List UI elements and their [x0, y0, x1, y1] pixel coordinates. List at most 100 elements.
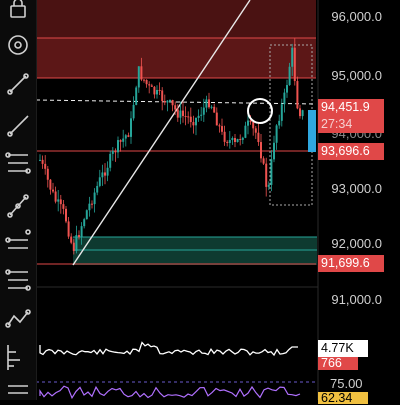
candle-body: [83, 219, 86, 227]
drawing-toolbar: [0, 0, 37, 400]
candle-body: [182, 110, 184, 116]
candle-body: [221, 126, 223, 132]
candle-body: [189, 116, 192, 123]
target-icon[interactable]: [8, 35, 28, 55]
candles: [39, 38, 304, 255]
lock-icon[interactable]: [10, 0, 26, 18]
candle-body: [202, 107, 205, 115]
oscillator-line[interactable]: [39, 385, 301, 400]
candle-body: [109, 153, 112, 168]
measure-icon[interactable]: [7, 345, 20, 370]
candle-body: [249, 120, 252, 122]
candle-body: [286, 85, 288, 93]
candle-body: [247, 120, 249, 126]
price-label-93000: 93,000.0: [331, 181, 382, 196]
candle-body: [49, 179, 52, 190]
menu-icon[interactable]: [8, 385, 28, 394]
price-label-92000: 92,000.0: [331, 236, 382, 251]
price-label-96000: 96,000.0: [331, 9, 382, 24]
trend-line[interactable]: [72, 0, 251, 266]
fib-icon[interactable]: [5, 309, 31, 328]
candle-body: [52, 189, 54, 192]
candle-body: [140, 66, 143, 80]
candle-body: [101, 172, 104, 178]
candle-body: [296, 81, 299, 109]
candle-body: [124, 135, 127, 139]
candle-body: [192, 122, 195, 126]
candle-body: [132, 104, 135, 119]
candle-body: [291, 47, 294, 67]
candle-body: [44, 163, 47, 169]
candle-body: [54, 191, 57, 202]
candle-body: [150, 85, 153, 87]
candle-body: [260, 142, 262, 159]
candle-body: [169, 99, 171, 101]
candle-body: [93, 192, 96, 205]
candle-body: [127, 135, 130, 137]
candle-body: [153, 86, 156, 95]
candle-body: [184, 115, 187, 117]
candle-body: [122, 138, 125, 142]
candle-body: [267, 184, 270, 187]
candle-body: [72, 242, 75, 251]
candle-body: [262, 158, 265, 164]
candle-body: [239, 138, 242, 140]
candle-body: [301, 110, 304, 117]
candle-body: [252, 121, 255, 129]
countdown-value: 27:34: [321, 117, 353, 131]
horizontal-line-icon[interactable]: [5, 269, 31, 291]
candle-body: [135, 87, 138, 105]
candle-body: [163, 100, 166, 103]
candle-body: [91, 203, 93, 205]
volume-line[interactable]: [39, 341, 298, 357]
trend-line-icon[interactable]: [7, 73, 29, 95]
candle-body: [200, 114, 203, 116]
level-tag-high[interactable]: 93,696.6: [318, 143, 384, 160]
osc-top-label: 75.00: [330, 376, 363, 391]
position-bar[interactable]: [308, 110, 316, 152]
price-label-91000: 91,000.0: [331, 292, 382, 307]
candle-body: [41, 159, 44, 164]
candle-body: [85, 210, 88, 220]
candle-body: [176, 109, 179, 118]
current-price-line[interactable]: [35, 99, 317, 105]
candle-body: [208, 99, 210, 108]
volume-tag[interactable]: 4.77K: [318, 340, 368, 357]
candle-body: [265, 163, 268, 187]
resistance-zone-upper[interactable]: [36, 38, 316, 78]
candle-body: [223, 131, 226, 142]
candle-body: [270, 159, 273, 185]
circle-marker[interactable]: [247, 98, 273, 124]
candle-body: [241, 137, 244, 140]
candle-body: [156, 89, 158, 95]
osc-value-tag[interactable]: 62.34: [318, 392, 368, 404]
candle-body: [210, 106, 213, 108]
pitchfork-icon[interactable]: [7, 194, 29, 218]
candle-body: [161, 90, 164, 101]
level-tag-low[interactable]: 91,699.6: [318, 255, 384, 272]
path-icon[interactable]: [5, 229, 31, 249]
support-zone[interactable]: [73, 237, 317, 265]
current-price-value: 94,451.9: [321, 100, 370, 114]
candle-body: [280, 104, 283, 121]
candle-body: [148, 84, 151, 86]
ray-icon[interactable]: [7, 115, 29, 137]
candle-body: [195, 117, 197, 126]
candle-body: [46, 168, 49, 180]
candle-body: [98, 177, 101, 186]
candle-body: [78, 235, 80, 238]
candle-body: [215, 112, 218, 126]
candle-body: [57, 199, 60, 202]
candle-body: [111, 150, 114, 154]
candle-body: [145, 79, 148, 85]
channel-icon[interactable]: [5, 152, 31, 174]
candle-body: [39, 159, 41, 161]
candle-body: [62, 204, 65, 209]
candle-body: [158, 89, 161, 91]
candle-body: [283, 92, 286, 105]
volume-sub-tag[interactable]: 766: [318, 357, 358, 370]
current-price-tag[interactable]: 94,451.9 27:34: [318, 99, 384, 133]
candle-body: [288, 66, 291, 86]
